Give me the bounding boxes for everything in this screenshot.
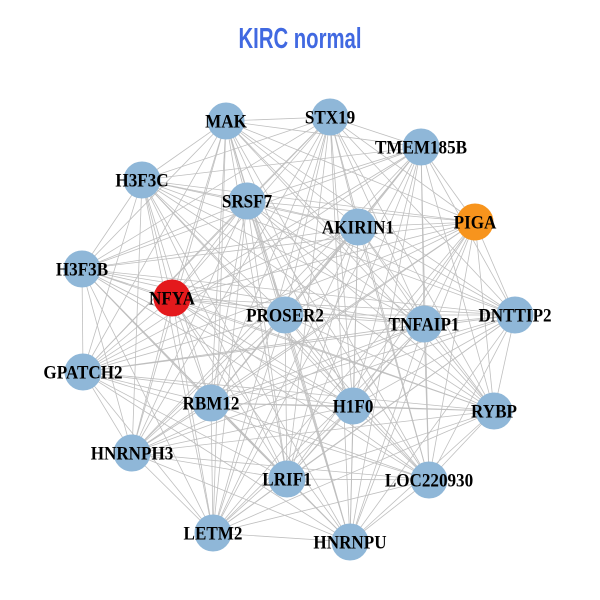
svg-text:H3F3C: H3F3C: [115, 169, 168, 190]
svg-text:AKIRIN1: AKIRIN1: [322, 216, 394, 237]
svg-text:NFYA: NFYA: [149, 287, 195, 308]
svg-text:STX19: STX19: [305, 106, 355, 127]
svg-text:PROSER2: PROSER2: [246, 304, 324, 325]
svg-text:RBM12: RBM12: [183, 392, 240, 413]
svg-text:DNTTIP2: DNTTIP2: [478, 304, 551, 325]
svg-text:RYBP: RYBP: [471, 400, 517, 421]
svg-text:MAK: MAK: [205, 110, 247, 131]
svg-text:LOC220930: LOC220930: [385, 469, 473, 490]
svg-text:LETM2: LETM2: [184, 522, 243, 543]
svg-text:H3F3B: H3F3B: [56, 258, 108, 279]
svg-text:TMEM185B: TMEM185B: [375, 136, 467, 157]
svg-text:H1F0: H1F0: [333, 395, 374, 416]
svg-text:PIGA: PIGA: [454, 211, 497, 232]
svg-text:HNRNPU: HNRNPU: [313, 531, 386, 552]
svg-text:LRIF1: LRIF1: [262, 468, 311, 489]
svg-text:TNFAIP1: TNFAIP1: [389, 313, 460, 334]
svg-text:SRSF7: SRSF7: [222, 190, 272, 211]
svg-text:HNRNPH3: HNRNPH3: [91, 442, 174, 463]
svg-text:GPATCH2: GPATCH2: [43, 361, 122, 382]
